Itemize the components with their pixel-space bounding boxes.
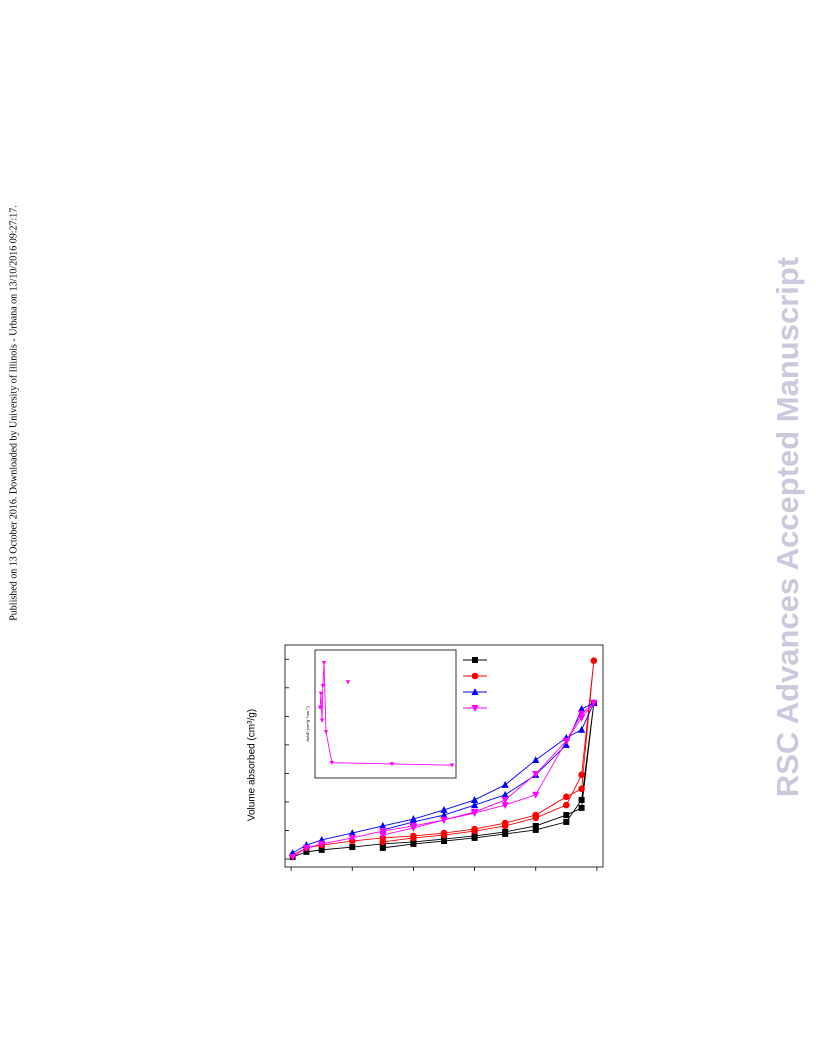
inset-y-label: dv/dD (cm³g⁻¹nm⁻¹) — [305, 706, 310, 742]
data-point — [379, 844, 386, 851]
data-point — [348, 834, 356, 842]
data-point — [410, 840, 417, 847]
data-point — [470, 801, 479, 809]
data-point — [501, 796, 509, 804]
data-point — [562, 737, 570, 745]
data-point — [590, 699, 598, 707]
inset-frame — [314, 649, 457, 779]
data-point — [379, 832, 387, 839]
data-point — [578, 804, 585, 811]
data-point — [410, 834, 417, 842]
data-point — [379, 828, 387, 835]
data-point — [501, 822, 509, 830]
data-point — [449, 763, 455, 768]
data-point — [532, 826, 539, 833]
data-point — [440, 806, 448, 813]
data-point — [318, 846, 325, 853]
data-point — [501, 790, 509, 798]
data-point — [379, 822, 387, 829]
data-point — [532, 822, 539, 829]
data-point — [471, 834, 478, 841]
data-point — [470, 810, 479, 817]
y-axis-label: Volume absorbed (cm³/g) — [247, 709, 258, 821]
data-point — [440, 811, 448, 819]
data-point — [345, 680, 351, 685]
data-point — [303, 848, 310, 855]
data-point — [563, 793, 570, 801]
data-point — [321, 661, 327, 666]
data-point — [440, 816, 448, 824]
data-point — [563, 812, 570, 819]
data-point — [502, 830, 509, 837]
data-point — [319, 718, 325, 723]
data-point — [501, 780, 509, 788]
legend-marker — [471, 688, 479, 695]
data-point — [318, 691, 324, 696]
data-point — [389, 762, 395, 767]
data-point — [320, 684, 326, 689]
data-point — [577, 705, 586, 712]
legend-marker — [472, 657, 478, 663]
data-point — [440, 831, 448, 839]
legend-marker — [471, 672, 479, 680]
data-point — [532, 814, 540, 822]
watermark: RSC Advances Accepted Manuscript — [770, 257, 805, 797]
data-point — [349, 844, 356, 851]
data-point — [409, 824, 418, 832]
data-point — [532, 770, 540, 778]
data-point — [470, 796, 479, 803]
legend-marker — [471, 705, 479, 712]
data-point — [577, 714, 586, 722]
data-point — [441, 838, 447, 845]
data-point — [318, 840, 326, 848]
data-point — [577, 725, 586, 733]
data-point — [563, 801, 570, 809]
data-point — [578, 771, 585, 779]
data-point — [302, 844, 311, 852]
data-point — [329, 760, 335, 765]
data-point — [532, 791, 540, 799]
data-point — [563, 818, 570, 825]
data-point — [323, 730, 329, 735]
data-point — [501, 802, 509, 809]
data-point — [578, 785, 585, 793]
data-point — [577, 710, 586, 718]
data-point — [379, 838, 387, 846]
data-point — [471, 827, 478, 835]
data-point — [532, 756, 540, 763]
data-point — [317, 705, 323, 710]
download-notice: Published on 13 October 2016. Downloaded… — [8, 205, 19, 621]
data-point — [578, 796, 585, 803]
data-point — [289, 854, 297, 861]
plot-frame — [284, 644, 604, 868]
data-point — [348, 829, 356, 837]
data-point — [590, 657, 598, 664]
